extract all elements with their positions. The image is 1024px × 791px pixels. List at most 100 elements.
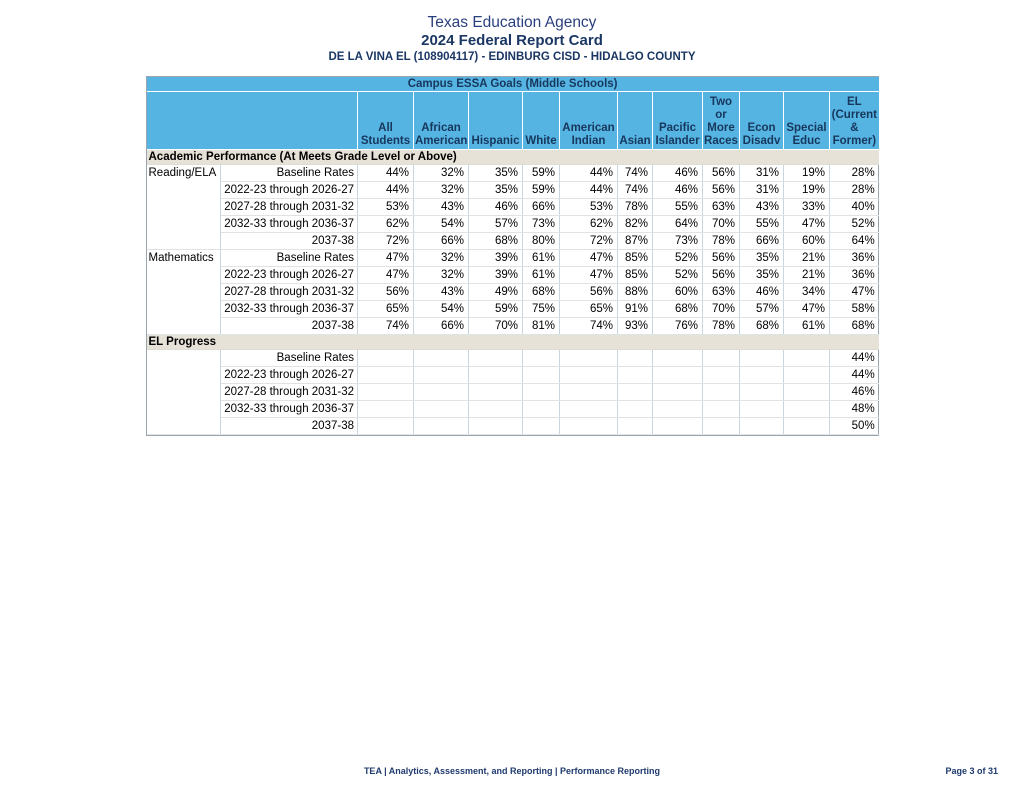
group-label-cell: Mathematics — [146, 249, 221, 335]
value-cell — [617, 349, 653, 367]
value-cell: 60% — [783, 232, 830, 250]
value-cell: 73% — [522, 215, 560, 233]
value-cell: 68% — [468, 232, 523, 250]
row-label-cell: 2027-28 through 2031-32 — [220, 383, 358, 401]
value-cell: 48% — [828, 400, 879, 418]
value-cell — [357, 417, 414, 435]
value-cell: 61% — [522, 249, 560, 267]
value-cell: 70% — [468, 317, 523, 335]
row-label-cell: 2037-38 — [220, 232, 358, 250]
value-cell — [652, 400, 703, 418]
value-cell — [617, 400, 653, 418]
table-row: 2037-38 72% 66% 68% 80% 72% 87% 73% 78% 66% 60% 64% — [147, 232, 879, 250]
value-cell: 35% — [739, 249, 784, 267]
value-cell: 56% — [559, 283, 618, 301]
table-row: 2032-33 through 2036-37 62% 54% 57% 73% 62% 82… — [147, 215, 879, 233]
value-cell: 46% — [652, 164, 703, 182]
value-cell — [468, 349, 523, 367]
column-header-cell: Pacific Islander — [652, 91, 703, 150]
value-cell: 66% — [413, 317, 469, 335]
agency-name: Texas Education Agency — [427, 14, 597, 31]
value-cell: 46% — [739, 283, 784, 301]
value-cell — [559, 366, 618, 384]
value-cell: 28% — [828, 164, 879, 182]
table-title: Campus ESSA Goals (Middle Schools) — [146, 77, 879, 92]
value-cell: 21% — [783, 249, 830, 267]
value-cell: 56% — [702, 164, 740, 182]
value-cell: 56% — [702, 266, 740, 284]
value-cell: 61% — [783, 317, 830, 335]
value-cell: 72% — [559, 232, 618, 250]
value-cell: 47% — [828, 283, 879, 301]
value-cell: 57% — [739, 300, 784, 318]
column-header-cell: African American — [413, 91, 469, 150]
value-cell — [413, 349, 469, 367]
value-cell: 59% — [468, 300, 523, 318]
value-cell: 59% — [522, 181, 560, 199]
value-cell: 44% — [828, 366, 879, 384]
value-cell: 62% — [357, 215, 414, 233]
value-cell — [783, 417, 830, 435]
value-cell — [468, 366, 523, 384]
value-cell — [617, 383, 653, 401]
value-cell — [413, 417, 469, 435]
value-cell — [617, 366, 653, 384]
column-header-cell: Special Educ — [783, 91, 830, 150]
value-cell — [559, 349, 618, 367]
row-label-cell: 2022-23 through 2026-27 — [220, 266, 358, 284]
value-cell — [357, 383, 414, 401]
value-cell: 21% — [783, 266, 830, 284]
group-label-cell: Reading/ELA — [146, 164, 221, 250]
row-label-cell: Baseline Rates — [220, 349, 358, 367]
value-cell — [357, 349, 414, 367]
value-cell: 53% — [357, 198, 414, 216]
page-header: Texas Education Agency 2024 Federal Repo… — [0, 0, 1024, 65]
value-cell — [468, 400, 523, 418]
value-cell: 63% — [702, 198, 740, 216]
value-cell: 74% — [357, 317, 414, 335]
row-label-cell: 2037-38 — [220, 417, 358, 435]
value-cell: 19% — [783, 164, 830, 182]
value-cell — [739, 400, 784, 418]
value-cell: 66% — [413, 232, 469, 250]
value-cell: 54% — [413, 215, 469, 233]
value-cell — [739, 383, 784, 401]
value-cell: 78% — [702, 317, 740, 335]
essa-goals-table-wrap: Campus ESSA Goals (Middle Schools) All St… — [145, 76, 879, 436]
value-cell — [522, 400, 560, 418]
value-cell: 50% — [828, 417, 879, 435]
value-cell: 35% — [739, 266, 784, 284]
value-cell: 47% — [559, 249, 618, 267]
value-cell: 60% — [652, 283, 703, 301]
value-cell: 44% — [828, 349, 879, 367]
value-cell: 39% — [468, 249, 523, 267]
row-label-cell: 2027-28 through 2031-32 — [220, 198, 358, 216]
value-cell: 46% — [468, 198, 523, 216]
value-cell — [522, 383, 560, 401]
row-label-cell: 2022-23 through 2026-27 — [220, 181, 358, 199]
value-cell — [413, 366, 469, 384]
value-cell — [468, 417, 523, 435]
value-cell: 32% — [413, 164, 469, 182]
value-cell: 62% — [559, 215, 618, 233]
value-cell: 68% — [522, 283, 560, 301]
table-row: Baseline Rates 44% — [146, 349, 879, 435]
value-cell: 49% — [468, 283, 523, 301]
table-row: 2037-38 50% — [147, 417, 879, 435]
value-cell — [702, 417, 740, 435]
value-cell: 44% — [559, 181, 618, 199]
value-cell — [617, 417, 653, 435]
row-label-cell: 2032-33 through 2036-37 — [220, 215, 358, 233]
value-cell — [522, 417, 560, 435]
value-cell — [702, 366, 740, 384]
value-cell: 19% — [783, 181, 830, 199]
essa-goals-table: Campus ESSA Goals (Middle Schools) All St… — [146, 77, 879, 435]
section-header-row: Academic Performance (At Meets Grade Lev… — [146, 149, 879, 165]
value-cell — [783, 400, 830, 418]
value-cell: 74% — [559, 317, 618, 335]
value-cell — [739, 349, 784, 367]
value-cell: 78% — [702, 232, 740, 250]
value-cell: 32% — [413, 266, 469, 284]
value-cell: 35% — [468, 164, 523, 182]
value-cell: 39% — [468, 266, 523, 284]
